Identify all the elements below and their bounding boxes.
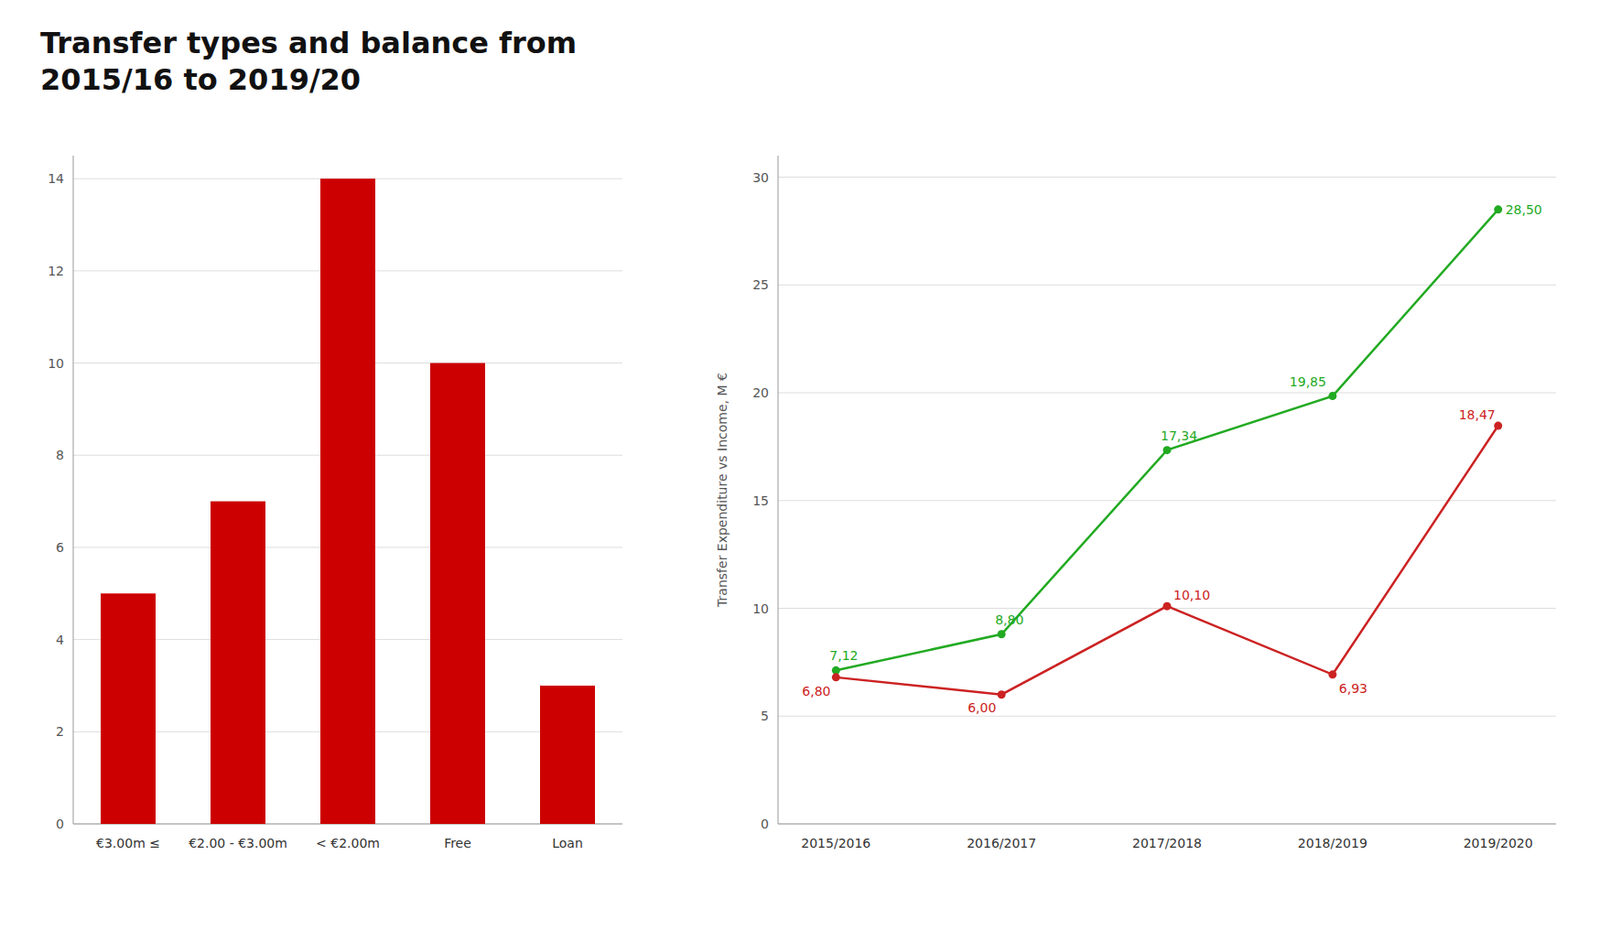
x-tick-label: 2018/2019 xyxy=(1297,835,1368,851)
title-line: Transfer types and balance from xyxy=(40,25,577,61)
grid-line xyxy=(778,392,1557,394)
y-tick-label: 8 xyxy=(55,447,65,463)
marks xyxy=(832,205,1503,699)
point xyxy=(832,672,841,682)
x-tick-label: Free xyxy=(443,835,472,851)
marks xyxy=(100,178,595,824)
data-label: 28,50 xyxy=(1505,202,1543,217)
grid-line xyxy=(778,823,1557,825)
y-axis-line xyxy=(73,155,75,824)
y-tick-label: 4 xyxy=(55,632,65,648)
line xyxy=(835,209,1498,671)
y-tick-label: 25 xyxy=(752,277,769,292)
x-tick-label: < €2.00m xyxy=(315,835,380,851)
y-tick-label: 0 xyxy=(55,816,65,832)
point xyxy=(1163,602,1172,611)
y-tick-label: 20 xyxy=(752,385,769,400)
y-tick-label: 30 xyxy=(752,170,769,185)
x-tick-label: €2.00 - €3.00m xyxy=(188,835,288,851)
grid-line xyxy=(778,715,1557,717)
point xyxy=(1328,391,1337,400)
panel-line: 0 5 10 15 20 25 30 2015/2016 2016/2017 2017/2018 2… xyxy=(714,155,1557,851)
point xyxy=(1493,421,1503,431)
point xyxy=(1328,670,1337,679)
title-line: 2015/16 to 2019/20 xyxy=(40,62,361,98)
data-label: 8,80 xyxy=(994,612,1024,628)
grid-line xyxy=(778,499,1557,501)
bar xyxy=(210,501,266,824)
y-tick-label: 10 xyxy=(47,356,65,371)
y-tick-label: 14 xyxy=(47,171,65,186)
line xyxy=(835,425,1498,695)
x-tick-label: Loan xyxy=(551,835,584,851)
data-label: 10,10 xyxy=(1173,587,1211,603)
bar xyxy=(320,178,376,824)
point xyxy=(997,629,1006,638)
x-tick-label: 2015/2016 xyxy=(800,835,871,851)
grid-line xyxy=(778,284,1557,286)
x-tick-label: 2016/2017 xyxy=(966,835,1037,851)
data-label: 17,34 xyxy=(1160,428,1198,444)
point xyxy=(997,690,1006,699)
data-label: 19,85 xyxy=(1289,374,1327,390)
y-tick-label: 6 xyxy=(55,540,65,555)
panel-bar: 0 2 4 6 8 10 12 14 €3.00m ≤ €2.00 - €3.00m < €2.00… xyxy=(47,155,623,851)
data-label: 6,93 xyxy=(1339,681,1368,696)
grid-line xyxy=(778,176,1557,178)
y-tick-label: 5 xyxy=(760,708,769,724)
y-tick-label: 0 xyxy=(760,816,769,832)
bar xyxy=(430,363,486,824)
data-label: 6,80 xyxy=(801,683,831,699)
data-label: 7,12 xyxy=(829,648,858,663)
data-label: 6,00 xyxy=(967,700,996,715)
y-tick-label: 2 xyxy=(55,724,65,739)
y-axis-label: Transfer Expenditure vs Income, M € xyxy=(714,372,730,608)
y-tick-label: 15 xyxy=(752,493,769,509)
point xyxy=(1163,445,1172,455)
bar xyxy=(540,685,595,824)
chart-title: Transfer types and balance from2015/16 t… xyxy=(40,25,577,98)
x-tick-label: 2017/2018 xyxy=(1132,835,1202,851)
x-axis-line xyxy=(778,823,1557,825)
chart-root: Transfer types and balance from2015/16 t… xyxy=(0,0,1600,942)
data-label: 18,47 xyxy=(1459,407,1496,422)
bar xyxy=(100,593,156,824)
data-labels: 7,12 8,80 17,34 19,85 28,50 6,80 6,00 10,10 6,93… xyxy=(801,202,1542,715)
y-tick-label: 10 xyxy=(752,601,769,617)
y-axis-line xyxy=(778,155,779,824)
x-tick-label: €3.00m ≤ xyxy=(96,835,161,851)
x-tick-label: 2019/2020 xyxy=(1463,835,1534,851)
y-tick-label: 12 xyxy=(47,263,65,279)
point xyxy=(1493,205,1503,214)
